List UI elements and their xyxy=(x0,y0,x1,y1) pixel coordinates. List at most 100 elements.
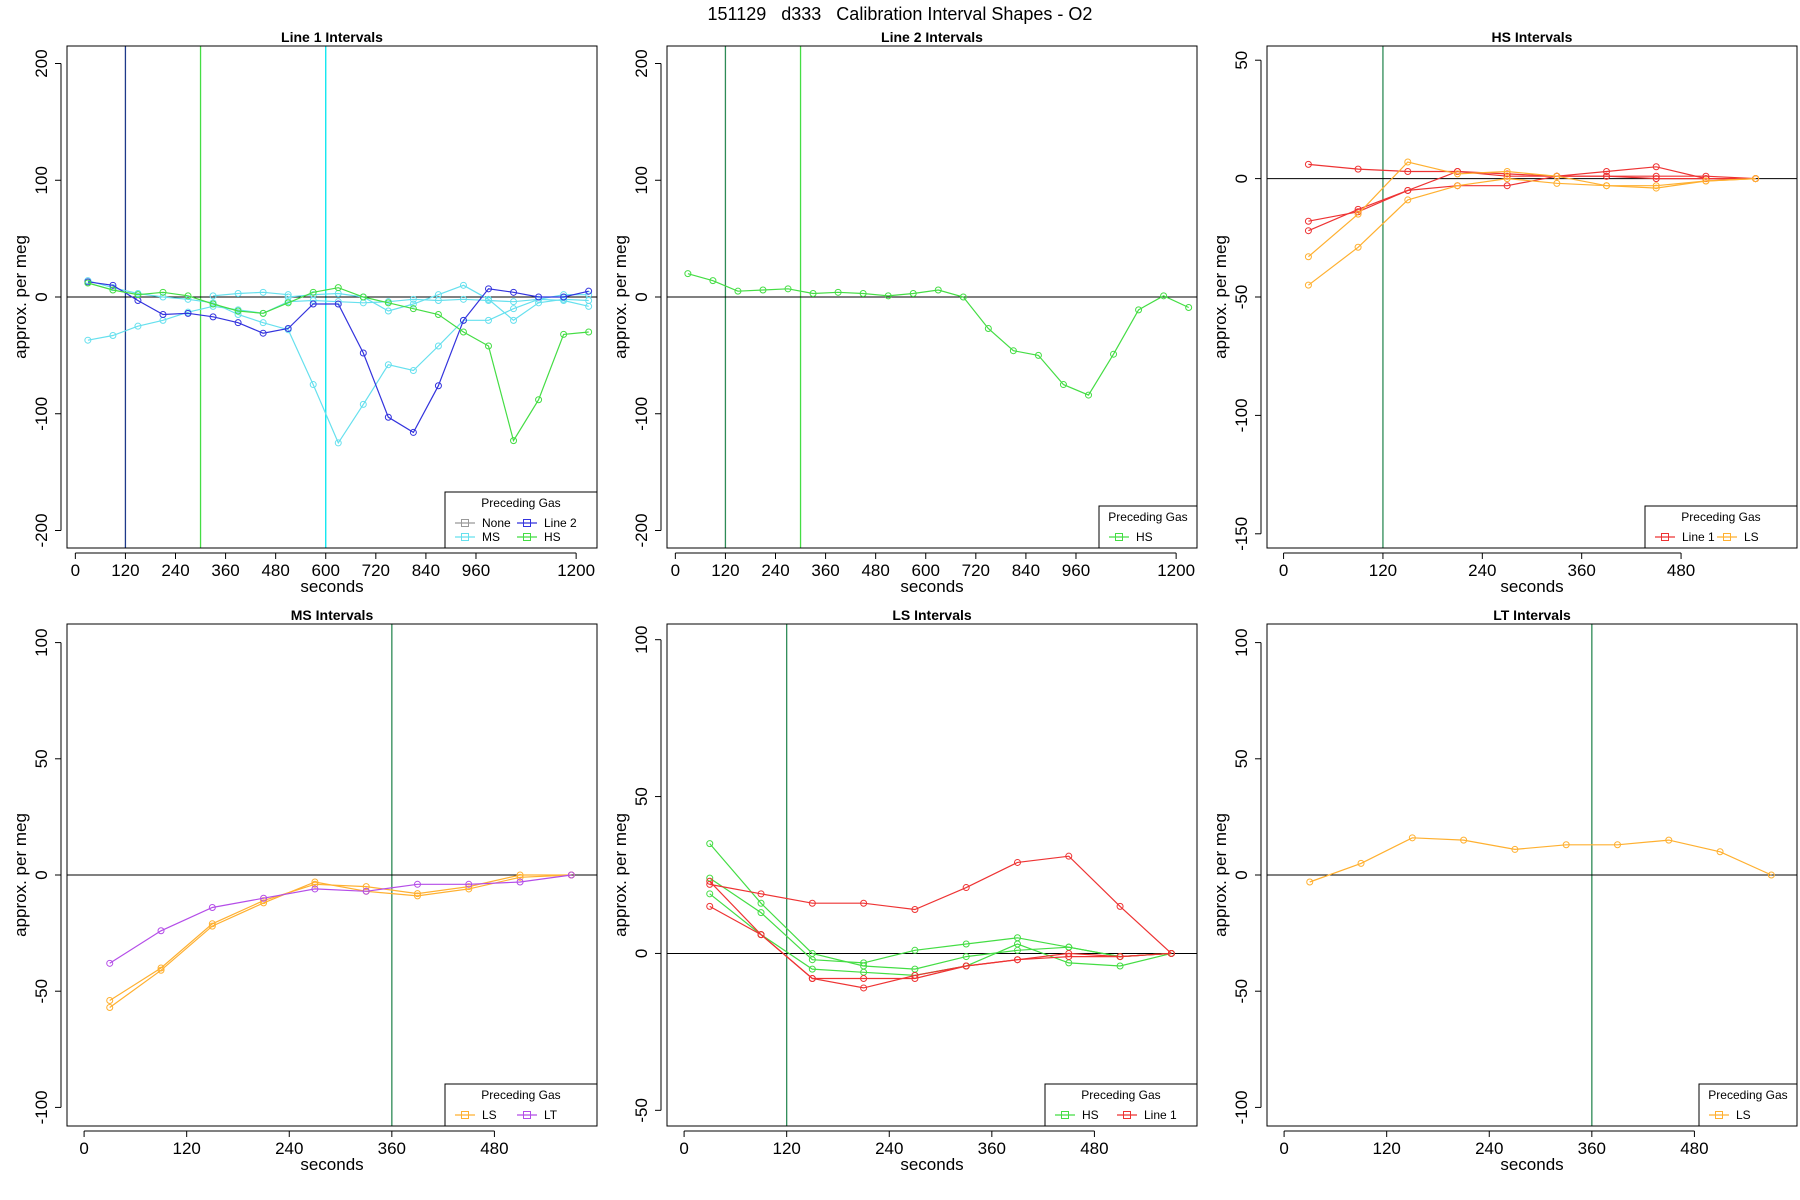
data-point xyxy=(109,281,117,289)
legend-marker xyxy=(1115,533,1123,541)
data-point xyxy=(510,316,518,324)
x-tick-label: 480 xyxy=(1667,561,1695,580)
data-point xyxy=(309,291,317,299)
x-tick-label: 240 xyxy=(875,1139,903,1158)
data-point xyxy=(465,885,473,893)
x-tick-label: 480 xyxy=(1080,1139,1108,1158)
data-point xyxy=(1084,391,1092,399)
data-point xyxy=(1562,841,1570,849)
data-point xyxy=(1357,859,1365,867)
panel-title: MS Intervals xyxy=(291,607,374,623)
data-point xyxy=(260,897,268,905)
data-point xyxy=(465,880,473,888)
data-point xyxy=(1354,210,1362,218)
legend-box xyxy=(1644,505,1798,549)
plot-frame xyxy=(666,623,1198,1127)
x-tick-label: 0 xyxy=(71,561,80,580)
legend-marker xyxy=(523,1111,531,1119)
data-point xyxy=(962,962,970,970)
x-tick-label: 0 xyxy=(679,1139,688,1158)
x-tick-label: 120 xyxy=(711,561,739,580)
data-point xyxy=(1453,182,1461,190)
data-point xyxy=(1116,902,1124,910)
legend-title: Preceding Gas xyxy=(1681,510,1760,524)
x-tick-label: 960 xyxy=(1062,561,1090,580)
series-line xyxy=(1308,170,1756,232)
data-point xyxy=(560,330,568,338)
series-line xyxy=(709,905,1172,989)
data-point xyxy=(510,437,518,445)
data-point xyxy=(208,904,216,912)
data-point xyxy=(106,1003,114,1011)
data-point xyxy=(535,293,543,301)
legend-box xyxy=(444,491,598,549)
legend-label: LT xyxy=(544,1108,558,1122)
panel-hs-intervals: HS Intervals 0 120 240 360 480 seconds -150 -100… xyxy=(1211,29,1798,596)
data-point xyxy=(911,946,919,954)
data-point xyxy=(159,311,167,319)
x-tick-label: 360 xyxy=(1578,1139,1606,1158)
data-point xyxy=(1013,940,1021,948)
data-point xyxy=(1453,170,1461,178)
data-point xyxy=(757,899,765,907)
data-point xyxy=(1160,292,1168,300)
data-point xyxy=(1404,158,1412,166)
data-point xyxy=(734,287,742,295)
data-point xyxy=(413,890,421,898)
data-point xyxy=(1185,304,1193,312)
data-point xyxy=(259,319,267,327)
data-point xyxy=(309,288,317,296)
y-tick-label: 50 xyxy=(1232,51,1251,70)
panel-ls-intervals: LS Intervals 0 120 240 360 480 seconds -50 0 50 10… xyxy=(611,607,1198,1174)
data-point xyxy=(808,956,816,964)
data-point xyxy=(535,396,543,404)
legend-marker xyxy=(523,519,531,527)
y-tick-label: 100 xyxy=(32,628,51,656)
data-point xyxy=(1059,381,1067,389)
data-point xyxy=(684,270,692,278)
series-line xyxy=(1309,837,1772,883)
data-point xyxy=(413,892,421,900)
data-point xyxy=(234,289,242,297)
data-point xyxy=(962,884,970,892)
y-axis-label: approx. per meg xyxy=(611,235,630,359)
legend-title: Preceding Gas xyxy=(481,496,560,510)
data-point xyxy=(284,299,292,307)
x-tick-label: 360 xyxy=(211,561,239,580)
y-tick-label: 200 xyxy=(32,49,51,77)
y-tick-label: 50 xyxy=(32,749,51,768)
x-tick-label: 120 xyxy=(1372,1139,1400,1158)
x-tick-label: 600 xyxy=(912,561,940,580)
data-point xyxy=(1752,175,1760,183)
legend-marker xyxy=(461,1111,469,1119)
x-tick-label: 360 xyxy=(1568,561,1596,580)
series-line xyxy=(1308,161,1756,258)
data-point xyxy=(860,984,868,992)
legend: Preceding Gas HS xyxy=(1098,505,1198,549)
x-tick-label: 240 xyxy=(1468,561,1496,580)
x-tick-label: 120 xyxy=(111,561,139,580)
panel-line2-intervals: Line 2 Intervals 0 120 240 360 480 600 720 840 96… xyxy=(611,29,1198,596)
legend-label: None xyxy=(482,516,511,530)
y-tick-label: 100 xyxy=(1232,628,1251,656)
legend-marker xyxy=(1661,533,1669,541)
data-point xyxy=(465,883,473,891)
x-tick-label: 240 xyxy=(275,1139,303,1158)
legend-title: Preceding Gas xyxy=(1108,510,1187,524)
data-point xyxy=(1404,186,1412,194)
data-point xyxy=(516,873,524,881)
data-point xyxy=(1665,836,1673,844)
x-tick-label: 720 xyxy=(362,561,390,580)
data-point xyxy=(1408,834,1416,842)
data-point xyxy=(1503,170,1511,178)
data-point xyxy=(259,309,267,317)
series-line xyxy=(213,291,289,297)
series-line xyxy=(709,877,1172,964)
data-point xyxy=(1652,184,1660,192)
panel-title: HS Intervals xyxy=(1492,29,1573,45)
data-point xyxy=(962,953,970,961)
data-point xyxy=(459,295,467,303)
legend-title: Preceding Gas xyxy=(481,1088,560,1102)
data-point xyxy=(459,281,467,289)
legend-marker xyxy=(1123,1111,1131,1119)
